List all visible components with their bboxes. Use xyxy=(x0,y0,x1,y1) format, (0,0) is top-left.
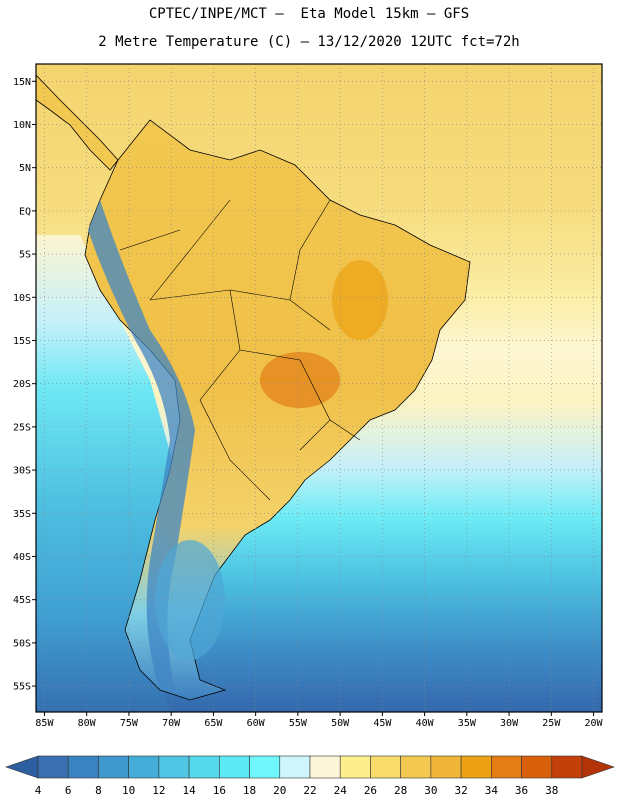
colorbar-low-arrow xyxy=(5,755,39,779)
colorbar-high-arrow xyxy=(581,755,615,779)
colorbar-swatch xyxy=(430,755,462,779)
lat-label: 5S xyxy=(19,250,31,261)
colorbar-swatch xyxy=(309,755,341,779)
latitude-labels: 15N 10N 5N EQ 5S 10S 15S 20S 25S 30S 35S 40S 45S 50S 5… xyxy=(13,77,36,693)
lon-label: 20W xyxy=(585,718,604,729)
colorbar-swatch xyxy=(551,755,583,779)
lat-label: 45S xyxy=(13,595,31,606)
lon-label: 75W xyxy=(120,718,139,729)
colorbar-level-label: 20 xyxy=(273,784,286,797)
colorbar-level-label: 14 xyxy=(182,784,196,797)
lat-label: 15N xyxy=(13,77,31,88)
patagonia-cold xyxy=(155,540,225,660)
chart-subtitle: 2 Metre Temperature (C) – 13/12/2020 12U… xyxy=(98,34,520,50)
lat-label: 20S xyxy=(13,379,31,390)
lon-label: 50W xyxy=(331,718,350,729)
colorbar-swatch xyxy=(279,755,311,779)
lat-label: 40S xyxy=(13,552,31,563)
colorbar-level-label: 18 xyxy=(243,784,256,797)
colorbar-swatch xyxy=(521,755,553,779)
temperature-map: 15N 10N 5N EQ 5S 10S 15S 20S 25S 30S 35S 40S 45S 50S 5… xyxy=(13,63,604,729)
colorbar-level-label: 34 xyxy=(485,784,499,797)
colorbar-level-label: 12 xyxy=(152,784,165,797)
colorbar-level-label: 4 xyxy=(35,784,42,797)
colorbar-level-label: 32 xyxy=(454,784,467,797)
lon-label: 25W xyxy=(542,718,561,729)
colorbar-level-label: 30 xyxy=(424,784,437,797)
lon-label: 85W xyxy=(35,718,54,729)
central-america-landmass xyxy=(36,74,119,171)
hot-spot-northeast xyxy=(332,260,388,340)
lat-label: 35S xyxy=(13,509,31,520)
lat-label: 55S xyxy=(13,682,31,693)
colorbar-level-label: 10 xyxy=(122,784,135,797)
colorbar-level-label: 8 xyxy=(95,784,102,797)
lon-label: 30W xyxy=(500,718,519,729)
colorbar-swatch xyxy=(128,755,160,779)
map-frame xyxy=(35,63,603,713)
colorbar-swatch xyxy=(67,755,99,779)
longitude-labels: 85W 80W 75W 70W 65W 60W 55W 50W 45W 40W 35W 30W 25W 2… xyxy=(35,712,604,729)
lon-label: 70W xyxy=(162,718,181,729)
colorbar-swatches xyxy=(5,755,615,779)
map-field xyxy=(36,64,602,712)
colorbar-swatch xyxy=(98,755,129,779)
colorbar-level-label: 28 xyxy=(394,784,407,797)
colorbar-swatch xyxy=(400,755,432,779)
hot-spot-interior xyxy=(260,352,340,408)
lat-label: 5N xyxy=(19,163,31,174)
lon-label: 45W xyxy=(373,718,392,729)
colorbar-swatch xyxy=(339,755,371,779)
colorbar-level-label: 24 xyxy=(334,784,348,797)
lat-label: 30S xyxy=(13,466,31,477)
lat-label: 50S xyxy=(13,638,31,649)
lat-label: EQ xyxy=(19,206,31,217)
colorbar-swatch xyxy=(370,755,401,779)
graticule xyxy=(36,64,602,712)
colorbar-swatch xyxy=(158,755,190,779)
lon-label: 65W xyxy=(204,718,223,729)
lon-label: 40W xyxy=(416,718,435,729)
chart-title: CPTEC/INPE/MCT – Eta Model 15km – GFS xyxy=(148,6,470,22)
colorbar-level-label: 26 xyxy=(364,784,377,797)
colorbar-labels: 4 6 8 10 12 14 16 18 20 22 24 26 28 30 32 34 36 38 xyxy=(35,784,559,797)
lon-label: 80W xyxy=(78,718,97,729)
colorbar-swatch xyxy=(491,755,522,779)
colorbar: 4 6 8 10 12 14 16 18 20 22 24 26 28 30 32 34 36 38 xyxy=(5,755,615,797)
country-borders xyxy=(119,199,361,501)
colorbar-level-label: 16 xyxy=(213,784,226,797)
colorbar-swatch xyxy=(249,755,281,779)
lon-label: 35W xyxy=(458,718,477,729)
colorbar-level-label: 36 xyxy=(515,784,528,797)
colorbar-level-label: 6 xyxy=(65,784,72,797)
lat-label: 10N xyxy=(13,120,31,131)
colorbar-level-label: 22 xyxy=(303,784,316,797)
lat-label: 15S xyxy=(13,336,31,347)
colorbar-swatch xyxy=(219,755,250,779)
lon-label: 60W xyxy=(247,718,266,729)
colorbar-swatch xyxy=(188,755,220,779)
colorbar-level-label: 38 xyxy=(545,784,558,797)
colorbar-swatch xyxy=(37,755,69,779)
lat-label: 25S xyxy=(13,422,31,433)
colorbar-swatch xyxy=(460,755,492,779)
lon-label: 55W xyxy=(289,718,308,729)
lat-label: 10S xyxy=(13,293,31,304)
